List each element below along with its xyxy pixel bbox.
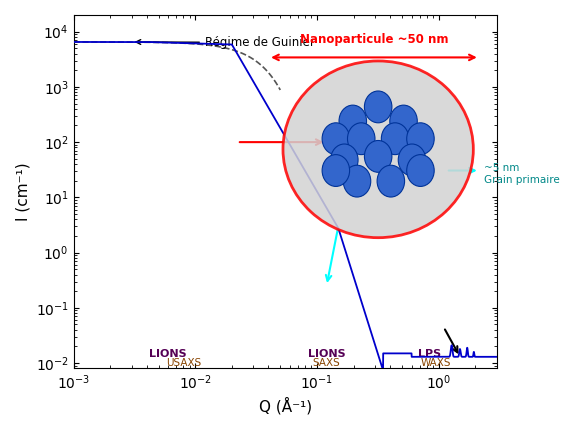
Text: Nanoparticule ~50 nm: Nanoparticule ~50 nm	[300, 33, 448, 46]
Text: WAXS: WAXS	[421, 358, 451, 368]
Ellipse shape	[377, 165, 405, 197]
Text: SAXS: SAXS	[313, 358, 340, 368]
Text: LIONS: LIONS	[149, 349, 187, 359]
Text: LIONS: LIONS	[308, 349, 346, 359]
Ellipse shape	[339, 105, 367, 137]
Ellipse shape	[322, 155, 350, 187]
Text: ~5 nm
Grain primaire: ~5 nm Grain primaire	[484, 163, 560, 185]
Text: LPS: LPS	[418, 349, 441, 359]
X-axis label: Q (Å⁻¹): Q (Å⁻¹)	[258, 397, 312, 415]
Ellipse shape	[407, 123, 434, 155]
Ellipse shape	[390, 105, 417, 137]
Ellipse shape	[347, 123, 375, 155]
Ellipse shape	[381, 123, 409, 155]
Ellipse shape	[283, 61, 474, 238]
Ellipse shape	[407, 155, 434, 187]
Ellipse shape	[364, 141, 392, 172]
Text: Régime de Guinier: Régime de Guinier	[136, 36, 315, 49]
Ellipse shape	[331, 144, 358, 176]
Ellipse shape	[364, 91, 392, 123]
Y-axis label: I (cm⁻¹): I (cm⁻¹)	[15, 163, 30, 221]
Text: USAXS: USAXS	[166, 358, 201, 368]
Ellipse shape	[343, 165, 371, 197]
Ellipse shape	[398, 144, 426, 176]
Ellipse shape	[322, 123, 350, 155]
